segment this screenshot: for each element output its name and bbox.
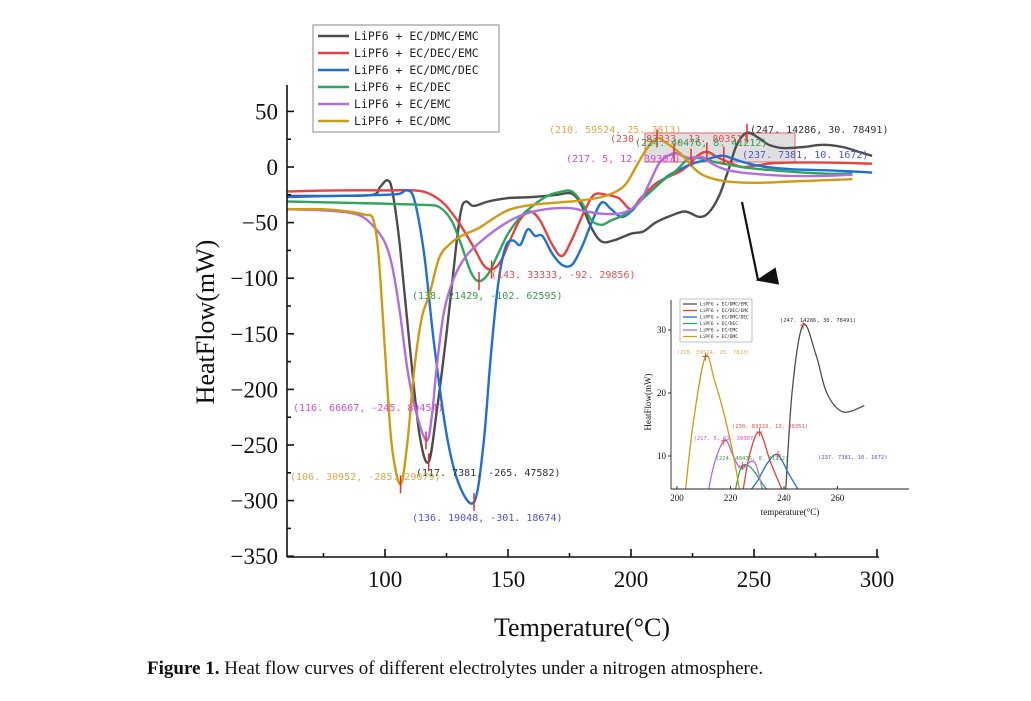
inset-legend-label: LiPF6 + EC/DMC	[700, 334, 738, 340]
x-tick-label: 250	[737, 567, 772, 592]
peak-annotation: (230. 83333, 13. 80351)	[610, 134, 748, 145]
x-tick-label: 200	[614, 567, 649, 592]
peak-annotation: (116. 66667, -245. 89454)	[293, 403, 444, 414]
zoom-arrow	[740, 201, 780, 285]
y-axis-title: HeatFlow(mW)	[191, 240, 220, 405]
inset-y-tick-label: 10	[657, 451, 667, 461]
series-line-1	[287, 150, 873, 271]
peak-annotation: (217. 5, 12. 39307)	[566, 154, 680, 165]
y-tick-label: 50	[255, 99, 278, 124]
inset-x-tick-label: 220	[724, 493, 738, 503]
inset-series-line-0	[785, 323, 865, 489]
caption-text: Heat flow curves of different electrolyt…	[219, 658, 764, 679]
inset-x-tick-label: 260	[831, 493, 845, 503]
legend-label: LiPF6 + EC/DMC/DEC	[354, 63, 479, 77]
inset-legend-label: LiPF6 + EC/DEC/EMC	[700, 308, 749, 314]
series-line-5	[287, 136, 853, 486]
inset-y-tick-label: 20	[657, 388, 667, 398]
x-tick-label: 100	[368, 567, 403, 592]
inset-x-axis-title: temperature(°C)	[761, 507, 820, 517]
inset-peak-annotation: (230. 83333, 13. 80351)	[732, 424, 808, 430]
legend-label: LiPF6 + EC/EMC	[354, 97, 451, 111]
peak-annotation: (143. 33333, -92. 29856)	[491, 270, 636, 281]
inset-plot: (247. 14286, 30. 78491) (230. 83333, 13. …	[643, 298, 909, 517]
y-tick-label: 0	[267, 155, 279, 180]
caption-label: Figure 1.	[147, 658, 220, 679]
series-line-2	[287, 154, 873, 505]
inset-peak-annotation: (217. 5, 12. 39307)	[694, 436, 757, 442]
legend-label: LiPF6 + EC/DEC	[354, 80, 451, 94]
peak-annotation: (237. 7381, 10. 1672)	[742, 150, 868, 161]
main-plot: (247. 14286, 30. 78491)(230. 83333, 13. …	[231, 85, 895, 592]
legend: LiPF6 + EC/DMC/EMC LiPF6 + EC/DEC/EMC LiPF…	[312, 24, 500, 133]
series-line-4	[287, 151, 853, 442]
peak-annotation: (138. 21429, -102. 62595)	[412, 291, 563, 302]
peak-annotation: (210. 59524, 25. 7813)	[549, 125, 681, 136]
inset-peak-annotation: (247. 14286, 30. 78491)	[780, 318, 856, 324]
inset-peak-annotation: (224. 40476, 8. 41212)	[716, 456, 789, 462]
y-tick-label: −50	[242, 211, 278, 236]
inset-legend-label: LiPF6 + EC/EMC	[700, 328, 738, 334]
inset-legend-label: LiPF6 + EC/DMC/EMC	[700, 302, 749, 308]
x-tick-label: 300	[860, 567, 895, 592]
inset-peak-annotation: (237. 7381, 10. 1672)	[818, 455, 888, 461]
y-tick-label: −300	[231, 489, 278, 514]
x-tick-label: 150	[491, 567, 526, 592]
inset-legend-label: LiPF6 + EC/DEC	[700, 321, 738, 327]
y-tick-label: −100	[231, 266, 278, 291]
inset-legend-label: LiPF6 + EC/DMC/DEC	[700, 315, 749, 321]
y-tick-label: −200	[231, 377, 278, 402]
x-axis-title: Temperature(°C)	[494, 613, 670, 642]
inset-peak-annotation: (210. 59524, 25. 7813)	[677, 350, 750, 356]
peak-annotation: (106. 30952, -285. 29079)	[290, 472, 441, 483]
y-tick-label: −250	[231, 433, 278, 458]
legend-label: LiPF6 + EC/DMC	[354, 114, 451, 128]
legend-label: LiPF6 + EC/DMC/EMC	[354, 29, 479, 43]
peak-annotation: (117. 7381, -265. 47582)	[416, 468, 561, 479]
peak-annotation: (136. 19048, -301. 18674)	[412, 513, 563, 524]
peak-annotation: (224. 40476, 8. 41212)	[635, 138, 767, 149]
peak-annotation: (247. 14286, 30. 78491)	[750, 125, 888, 136]
inset-x-tick-label: 200	[670, 493, 684, 503]
y-tick-label: −150	[231, 322, 278, 347]
inset-y-tick-label: 30	[657, 325, 667, 335]
series-line-0	[287, 131, 873, 465]
inset-series-line-5	[684, 354, 740, 489]
figure-caption: Figure 1. Heat flow curves of different …	[147, 658, 763, 680]
legend-label: LiPF6 + EC/DEC/EMC	[354, 46, 479, 60]
inset-x-tick-label: 240	[777, 493, 791, 503]
y-tick-label: −350	[231, 544, 278, 569]
inset-y-axis-title: HeatFlow(mW)	[643, 374, 653, 431]
